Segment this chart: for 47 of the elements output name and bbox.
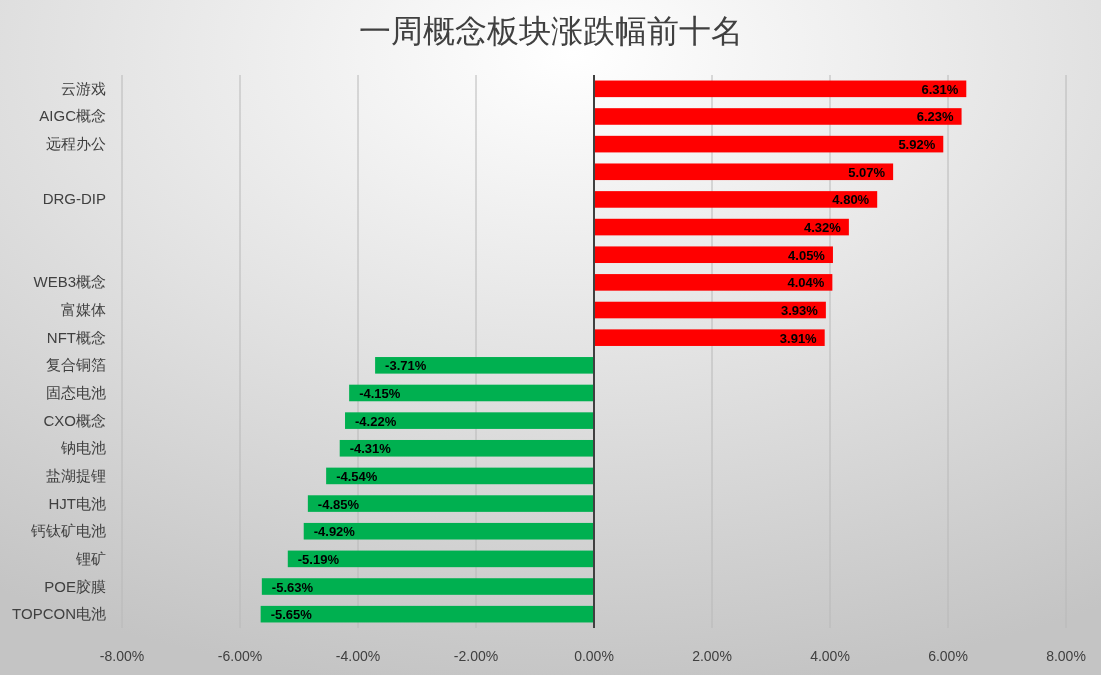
data-label: 4.32% xyxy=(804,220,842,236)
data-label: 4.05% xyxy=(788,247,826,263)
y-tick-label: 盐湖提锂 xyxy=(46,466,106,484)
data-label: 3.91% xyxy=(779,330,818,346)
data-label: -4.54% xyxy=(336,468,378,484)
y-tick-label: POE胶膜 xyxy=(44,577,106,595)
x-tick-label: -8.00% xyxy=(99,648,145,664)
data-label: -5.65% xyxy=(270,607,313,623)
y-tick-label: AIGC概念 xyxy=(39,107,106,125)
x-tick-label: 4.00% xyxy=(810,648,850,664)
y-tick-label: 复合铜箔 xyxy=(46,356,106,374)
x-tick-label: 6.00% xyxy=(928,648,968,664)
data-label: 5.92% xyxy=(898,137,936,153)
data-label: 6.31% xyxy=(921,81,959,97)
data-label: 3.93% xyxy=(780,303,819,319)
x-tick-label: 2.00% xyxy=(692,648,732,664)
data-label: -4.22% xyxy=(355,413,397,429)
data-label: -5.63% xyxy=(271,579,314,595)
y-tick-label: 锂矿 xyxy=(75,549,106,567)
x-tick-label: -6.00% xyxy=(217,648,263,664)
y-tick-label: TOPCON电池 xyxy=(12,605,106,623)
y-tick-label: DRG-DIP xyxy=(42,190,106,208)
data-label: -4.85% xyxy=(317,496,360,512)
y-tick-label: 云游戏 xyxy=(61,79,106,97)
data-label: -4.92% xyxy=(313,524,356,540)
y-tick-label: CXO概念 xyxy=(43,411,106,429)
chart-title: 一周概念板块涨跌幅前十名 xyxy=(358,13,743,49)
y-tick-label: 钙钛矿电池 xyxy=(30,522,106,540)
y-tick-label: 钠电池 xyxy=(60,439,106,457)
data-label: 5.07% xyxy=(848,164,886,180)
y-tick-label: NFT概念 xyxy=(46,328,106,346)
x-tick-label: 0.00% xyxy=(574,648,614,664)
data-label: -4.15% xyxy=(359,385,401,401)
x-tick-label: -2.00% xyxy=(453,648,499,664)
y-tick-label: 固态电池 xyxy=(46,383,106,401)
data-label: 4.80% xyxy=(832,192,870,208)
data-label: -3.71% xyxy=(385,358,427,374)
data-label: -4.31% xyxy=(349,441,392,457)
x-tick-label: -4.00% xyxy=(335,648,381,664)
y-tick-label: 富媒体 xyxy=(61,301,106,319)
data-label: 6.23% xyxy=(916,109,954,125)
data-label: 4.04% xyxy=(787,275,825,291)
y-tick-label: 远程办公 xyxy=(46,135,106,153)
y-tick-label: WEB3概念 xyxy=(33,273,106,291)
x-tick-label: 8.00% xyxy=(1046,648,1086,664)
data-label: -5.19% xyxy=(297,551,340,567)
y-tick-label: HJT电池 xyxy=(48,494,106,512)
